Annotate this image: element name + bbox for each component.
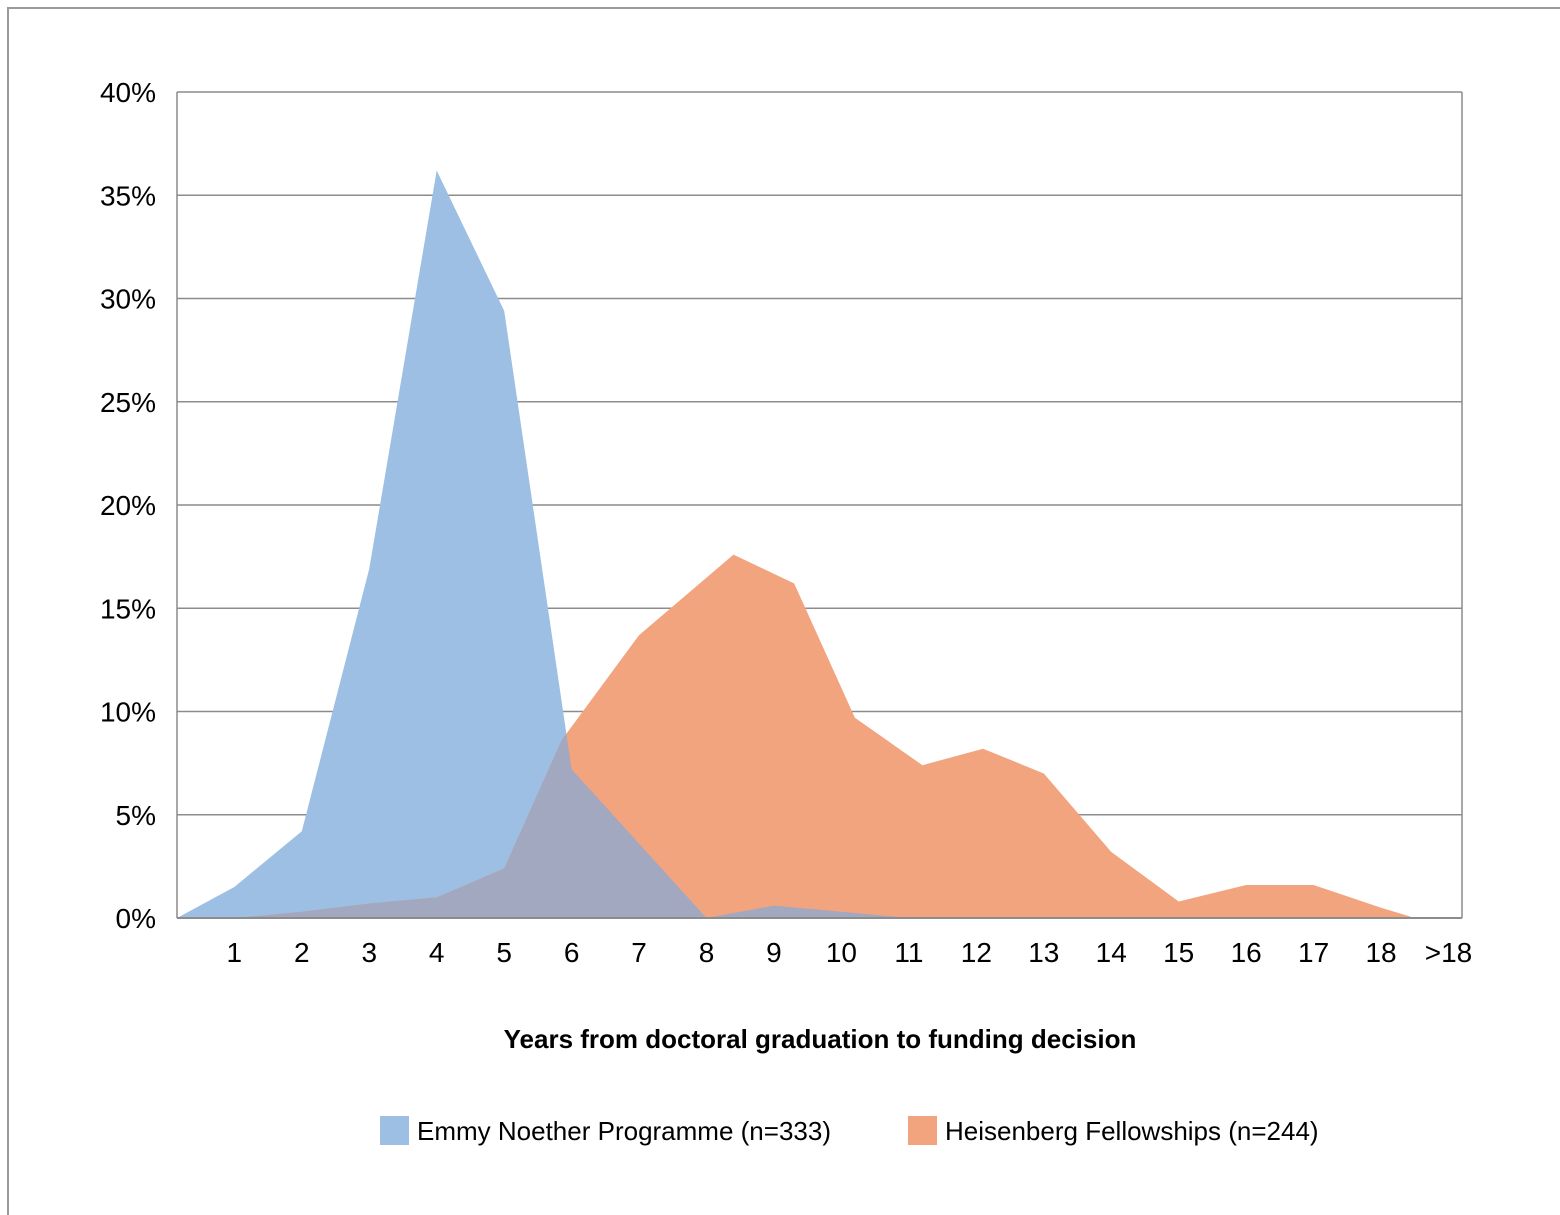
x-tick-label: 12 [961,937,992,968]
y-tick-label: 25% [100,387,156,418]
x-tick-label: 10 [826,937,857,968]
x-tick-label: 5 [496,937,512,968]
x-tick-label: 17 [1298,937,1329,968]
x-tick-label: 11 [894,937,923,968]
x-axis-label: Years from doctoral graduation to fundin… [504,1024,1137,1054]
series-area-1 [177,170,1415,918]
x-tick-label: 16 [1231,937,1262,968]
y-tick-label: 40% [100,77,156,108]
x-tick-label: 1 [227,937,243,968]
y-tick-label: 30% [100,284,156,315]
x-tick-label: 4 [429,937,445,968]
y-tick-label: 15% [100,593,156,624]
x-tick-label: 3 [361,937,377,968]
y-tick-labels: 0% 5% 10% 15% 20% 25% 30% 35% 40% [100,77,156,934]
legend-item: Heisenberg Fellowships (n=244) [908,1116,1319,1146]
y-tick-label: 20% [100,490,156,521]
legend: Emmy Noether Programme (n=333) Heisenberg… [380,1116,1319,1146]
y-tick-label: 10% [100,697,156,728]
y-tick-label: 5% [116,800,156,831]
series-areas [177,170,1415,918]
x-tick-label: 7 [631,937,647,968]
x-tick-label: 14 [1096,937,1127,968]
x-tick-label: >18 [1425,937,1473,968]
legend-label: Emmy Noether Programme (n=333) [417,1116,831,1146]
legend-label: Heisenberg Fellowships (n=244) [945,1116,1319,1146]
x-tick-label: 13 [1028,937,1059,968]
y-tick-label: 0% [116,903,156,934]
series-area-2 [177,554,1415,918]
legend-swatch [908,1116,937,1145]
x-tick-label: 2 [294,937,310,968]
legend-item: Emmy Noether Programme (n=333) [380,1116,831,1146]
chart-frame [7,7,1560,1215]
legend-swatch [380,1116,409,1145]
axes [176,92,1463,919]
x-tick-label: 6 [564,937,580,968]
x-tick-label: 15 [1163,937,1194,968]
x-tick-label: 9 [766,937,782,968]
x-tick-label: 18 [1365,937,1396,968]
x-tick-labels: 1 2 3 4 5 6 7 8 9 10 11 12 13 14 15 16 17 18 >18 [227,937,1473,968]
y-tick-label: 35% [100,180,156,211]
x-tick-label: 8 [699,937,715,968]
